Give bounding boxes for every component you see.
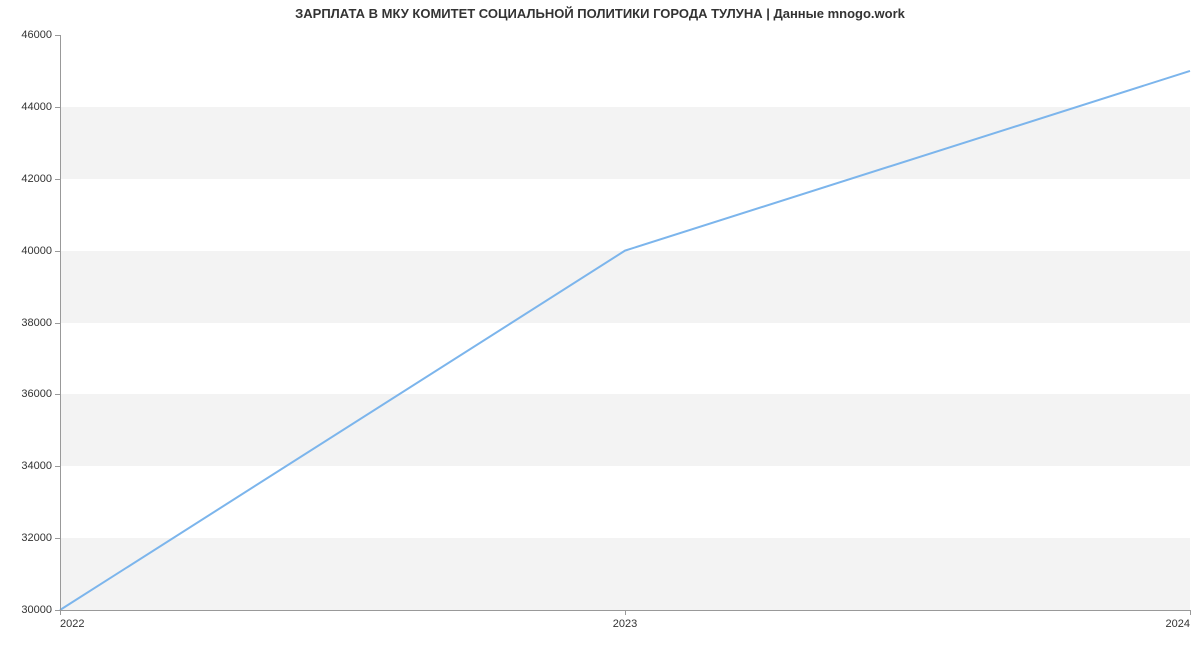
y-axis-tick-label: 44000 bbox=[21, 101, 52, 113]
y-axis-tick-label: 46000 bbox=[21, 29, 52, 41]
salary-line-chart: ЗАРПЛАТА В МКУ КОМИТЕТ СОЦИАЛЬНОЙ ПОЛИТИ… bbox=[0, 0, 1200, 650]
y-axis-tick-label: 40000 bbox=[21, 245, 52, 257]
y-axis-line bbox=[60, 35, 61, 610]
x-axis-tick-label: 2023 bbox=[613, 618, 637, 630]
line-series-layer bbox=[60, 35, 1190, 610]
y-axis-tick-label: 34000 bbox=[21, 460, 52, 472]
y-axis-tick-label: 32000 bbox=[21, 532, 52, 544]
y-axis-tick-label: 38000 bbox=[21, 317, 52, 329]
plot-area: 3000032000340003600038000400004200044000… bbox=[60, 35, 1190, 610]
y-axis-tick-label: 36000 bbox=[21, 388, 52, 400]
series-line-salary bbox=[60, 71, 1190, 610]
x-axis-tick-mark bbox=[1190, 610, 1191, 615]
y-axis-tick-label: 42000 bbox=[21, 173, 52, 185]
chart-title: ЗАРПЛАТА В МКУ КОМИТЕТ СОЦИАЛЬНОЙ ПОЛИТИ… bbox=[0, 6, 1200, 21]
y-axis-tick-label: 30000 bbox=[21, 604, 52, 616]
x-axis-tick-label: 2022 bbox=[60, 618, 84, 630]
x-axis-tick-label: 2024 bbox=[1166, 618, 1190, 630]
x-axis-line bbox=[60, 610, 1190, 611]
